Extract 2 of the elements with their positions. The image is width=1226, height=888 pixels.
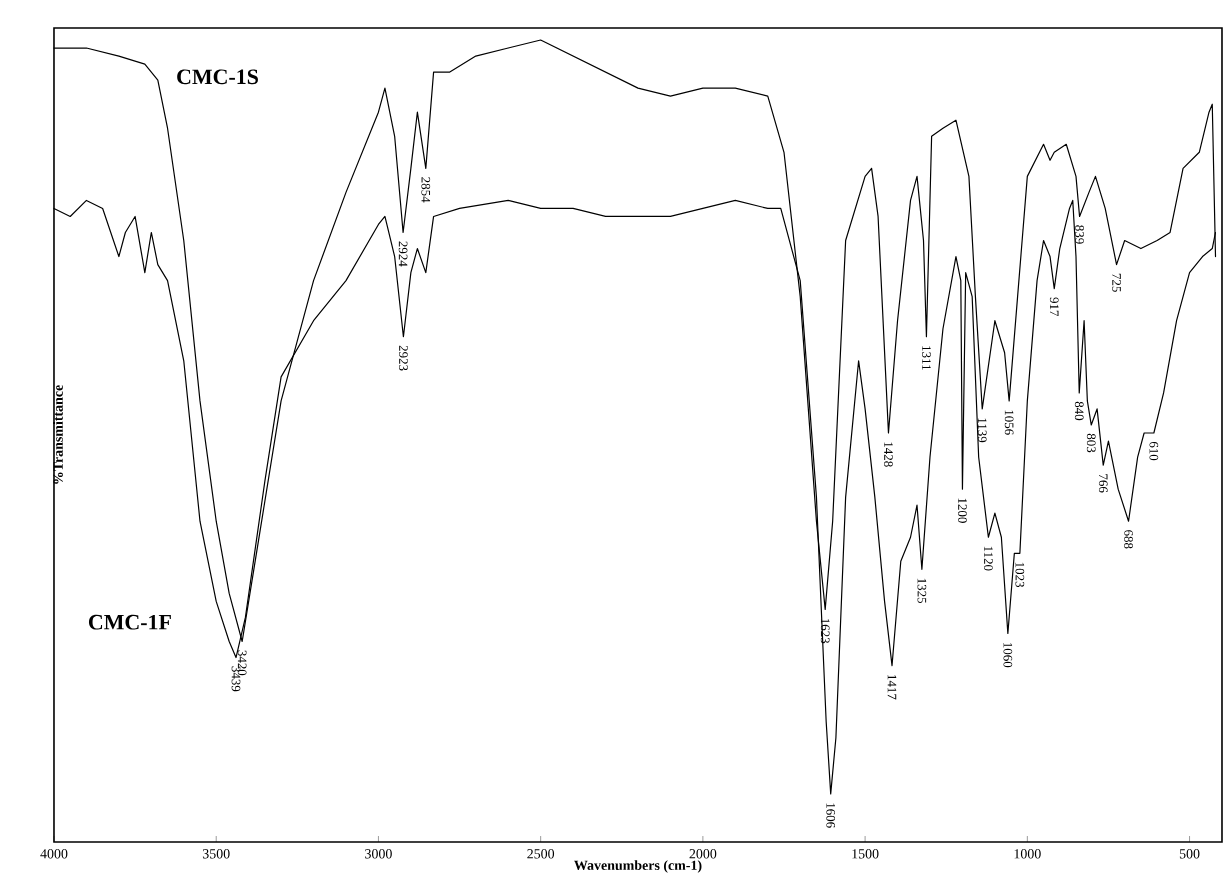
series-label: CMC-1S	[177, 69, 258, 85]
text: CMC-1F	[88, 614, 171, 630]
